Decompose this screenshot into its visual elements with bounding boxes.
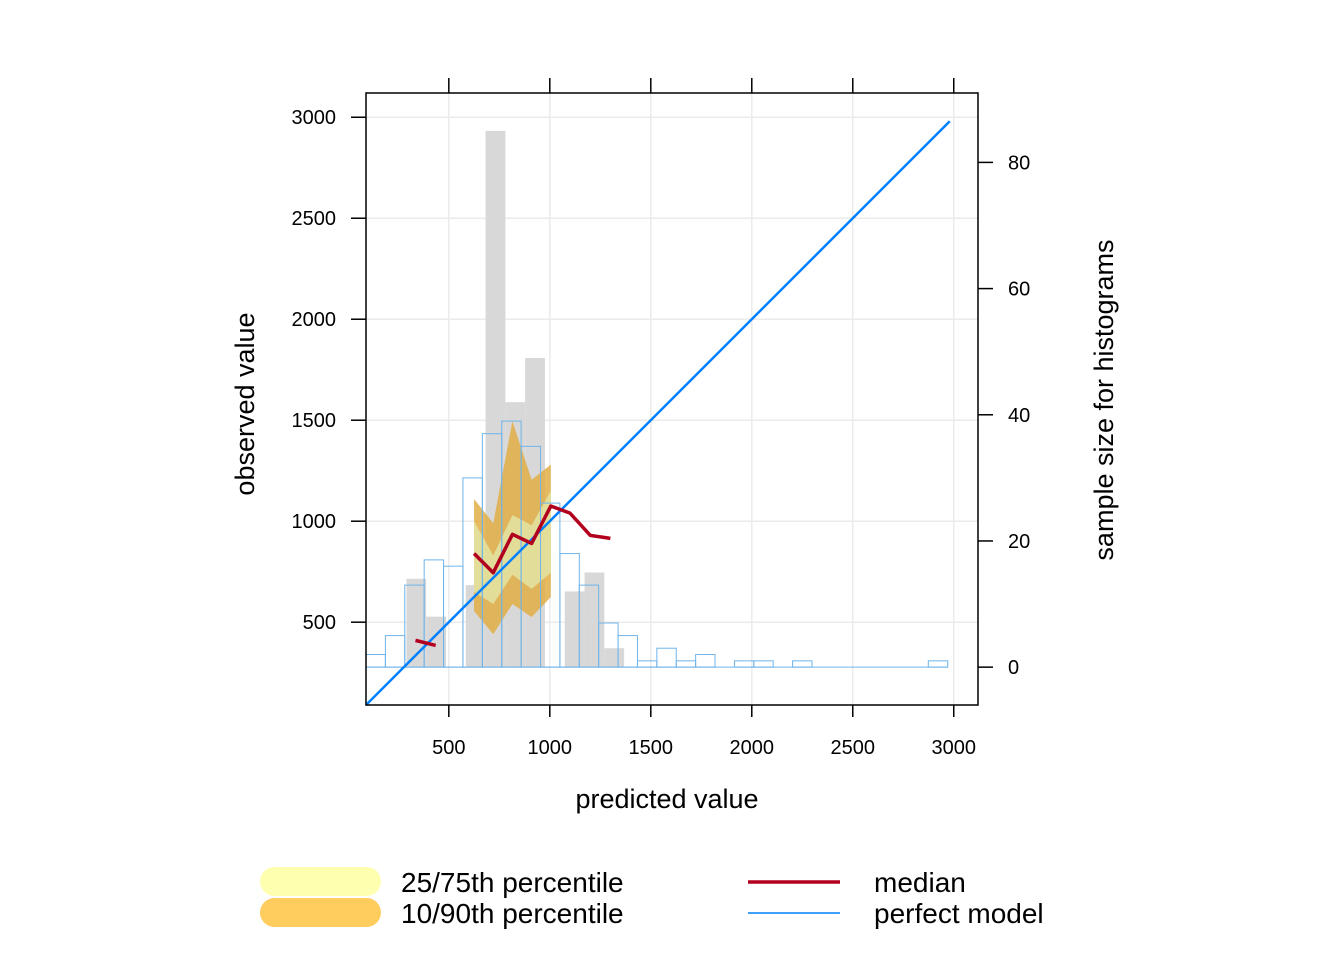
- observed-histogram-bar: [564, 591, 585, 668]
- observed-histogram-bar: [406, 578, 427, 668]
- median-line: [472, 504, 611, 575]
- legend-label-median: median: [874, 867, 966, 898]
- legend: 25/75th percentile 10/90th percentile me…: [260, 867, 1044, 929]
- legend-label-q25-75: 25/75th percentile: [401, 867, 624, 898]
- y2-tick-label: 60: [1008, 279, 1030, 301]
- x-axis-title: predicted value: [575, 784, 758, 814]
- quantile-bands: [474, 421, 551, 635]
- predicted-histogram: [365, 420, 949, 668]
- predicted-histogram-bar: [695, 654, 716, 668]
- x-tick-label: 2000: [730, 737, 775, 759]
- band-25-75: [474, 490, 551, 605]
- x-tick-label: 2500: [831, 737, 876, 759]
- legend-label-q10-90: 10/90th percentile: [401, 898, 624, 929]
- predicted-histogram-bar: [927, 660, 949, 668]
- x-tick-label: 3000: [932, 737, 977, 759]
- predicted-histogram-bar: [675, 660, 697, 668]
- legend-label-perfect-model: perfect model: [874, 898, 1044, 929]
- perfect-model-line: [365, 120, 951, 706]
- predicted-histogram-bar: [792, 660, 813, 668]
- legend-swatch-q10-90: [260, 898, 381, 927]
- predicted-histogram-bar: [384, 635, 406, 668]
- axis-ticks: 500 1000 1500 2000 2500 3000 500 1000 1500 2000 25…: [292, 78, 1030, 759]
- y-tick-label: 1000: [292, 511, 337, 533]
- legend-swatch-q25-75: [260, 867, 381, 896]
- model-lines: [365, 120, 951, 706]
- predicted-histogram-bar: [636, 660, 658, 668]
- y-axis-title: observed value: [230, 312, 260, 495]
- predicted-histogram-bar: [753, 660, 774, 668]
- observed-histogram-bar: [604, 648, 625, 668]
- x-tick-label: 1000: [528, 737, 573, 759]
- y2-tick-label: 80: [1008, 152, 1030, 174]
- median-line: [415, 638, 437, 648]
- grid: [366, 93, 978, 705]
- observed-histogram-bar: [584, 572, 605, 668]
- y-tick-label: 1500: [292, 410, 337, 432]
- y-tick-label: 3000: [292, 107, 337, 129]
- plot-frame: [365, 92, 979, 706]
- x-tick-label: 1500: [629, 737, 674, 759]
- y2-tick-label: 40: [1008, 405, 1030, 427]
- y-tick-label: 2500: [292, 208, 337, 230]
- y-tick-label: 2000: [292, 309, 337, 331]
- y-tick-label: 500: [303, 612, 336, 634]
- x-tick-label: 500: [432, 737, 465, 759]
- predicted-histogram-bar: [656, 647, 677, 668]
- predicted-histogram-bar: [733, 660, 755, 668]
- y2-tick-label: 20: [1008, 531, 1030, 553]
- predicted-histogram-bar: [365, 654, 386, 668]
- y2-tick-label: 0: [1008, 657, 1019, 679]
- y2-axis-title: sample size for histograms: [1089, 239, 1119, 560]
